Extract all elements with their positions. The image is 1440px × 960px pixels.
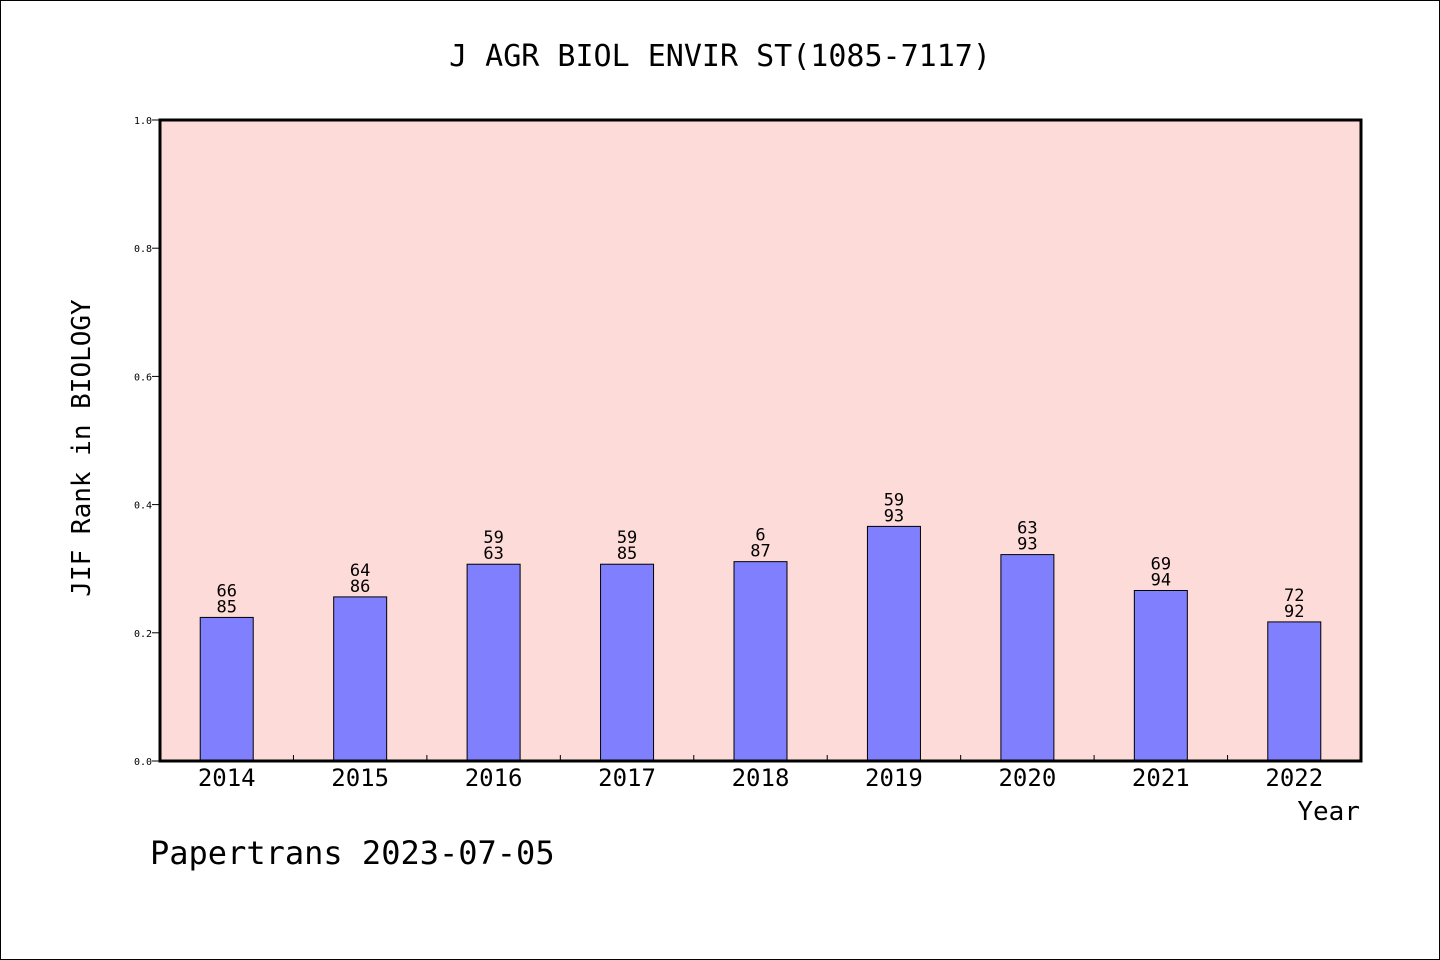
chart-title: J AGR BIOL ENVIR ST(1085-7117) — [449, 39, 991, 74]
x-tick-label: 2021 — [1132, 764, 1190, 792]
y-tick-label: 0.4 — [134, 501, 152, 512]
bar-label-total: 63 — [483, 544, 503, 564]
x-tick-label: 2022 — [1265, 764, 1323, 792]
x-tick-label: 2016 — [465, 764, 523, 792]
x-tick-label: 2020 — [998, 764, 1056, 792]
x-tick-label: 2015 — [331, 764, 389, 792]
plot-border — [158, 118, 1363, 763]
y-tick-label: 0.6 — [134, 372, 152, 383]
x-axis: 2014 2015 2016 2017 2018 2019 2020 2021 2022 — [198, 755, 1323, 792]
bar — [333, 596, 388, 762]
bar-label-total: 93 — [1017, 535, 1037, 555]
bar-label-total: 85 — [216, 597, 236, 617]
y-tick-label: 0.0 — [134, 757, 152, 768]
bar — [466, 563, 521, 762]
bar-label-rank: 66 — [216, 581, 236, 601]
y-tick-label: 0.2 — [134, 629, 152, 640]
bar-label-rank: 59 — [483, 528, 503, 548]
y-axis: 0.0 0.2 0.4 0.6 0.8 1.0 — [134, 116, 160, 768]
bar-label-total: 87 — [750, 542, 770, 562]
bar — [866, 525, 921, 762]
footer-text: Papertrans 2023-07-05 — [150, 834, 555, 872]
bar — [199, 616, 254, 762]
bar-series — [199, 525, 1322, 762]
bar-label-rank: 6 — [755, 526, 765, 546]
y-tick-label: 0.8 — [134, 244, 152, 255]
bar-label-rank: 72 — [1284, 586, 1304, 606]
x-axis-label: Year — [1297, 797, 1360, 827]
bar-label-total: 92 — [1284, 602, 1304, 622]
bar-label-total: 93 — [884, 506, 904, 526]
bar-label-rank: 69 — [1151, 554, 1171, 574]
x-tick-label: 2018 — [732, 764, 790, 792]
bar — [1000, 554, 1055, 762]
bar-label-rank: 64 — [350, 561, 370, 581]
bar-label-total: 85 — [617, 544, 637, 564]
bar-label-total: 86 — [350, 577, 370, 597]
y-axis-label: JIF Rank in BIOLOGY — [67, 299, 97, 597]
bar — [600, 563, 655, 762]
bar-label-rank: 59 — [617, 528, 637, 548]
bar-label-rank: 63 — [1017, 519, 1037, 539]
bar — [733, 561, 788, 762]
bar-label-total: 94 — [1151, 570, 1171, 590]
x-tick-label: 2019 — [865, 764, 923, 792]
bar-label-rank: 59 — [884, 490, 904, 510]
x-tick-label: 2014 — [198, 764, 256, 792]
bar — [1133, 589, 1188, 762]
y-tick-label: 1.0 — [134, 116, 152, 127]
bar — [1267, 621, 1322, 762]
x-tick-label: 2017 — [598, 764, 656, 792]
